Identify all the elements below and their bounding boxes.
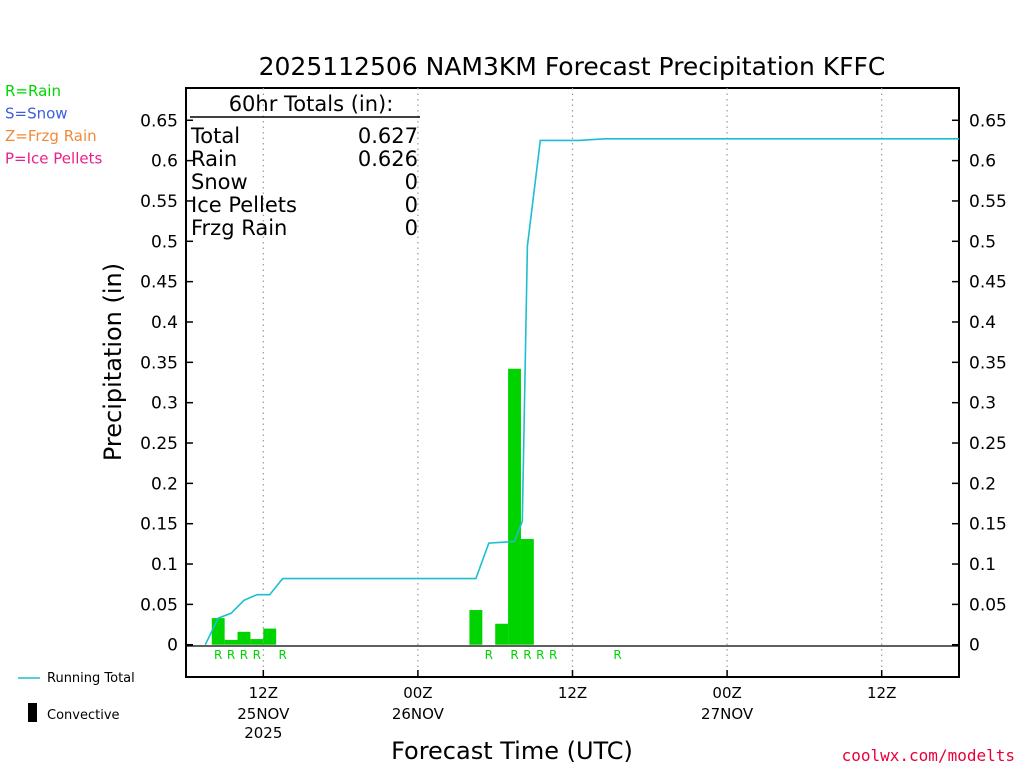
type-legend-item: S=Snow [5, 105, 68, 123]
precip-bar [520, 539, 534, 645]
type-legend-item: P=Ice Pellets [5, 150, 102, 168]
precip-type-label: R [536, 648, 544, 662]
totals-row-value: 0.627 [358, 124, 418, 148]
y-tick-label: 0.4 [151, 313, 178, 333]
precip-type-label: R [214, 648, 222, 662]
bottom-legend: Running Total Convective [18, 671, 135, 723]
precip-bar [263, 628, 277, 645]
y-tick-label: 0.2 [151, 474, 178, 494]
y-tick-label-right: 0.2 [969, 474, 996, 494]
y-tick-label: 0.55 [140, 192, 178, 212]
grid-lines [262, 88, 883, 677]
totals-row-label: Frzg Rain [191, 216, 287, 240]
totals-box: 60hr Totals (in): Total 0.627 Rain 0.626 Sno… [190, 92, 420, 240]
y-tick-label: 0.5 [151, 232, 178, 252]
totals-row-value: 0.626 [358, 147, 418, 171]
y-tick-label: 0.6 [151, 152, 178, 172]
y-tick-label-right: 0.65 [969, 111, 1007, 131]
y-tick-label: 0.25 [140, 434, 178, 454]
x-tick-label: 12Z [249, 684, 278, 702]
precip-bars [211, 368, 534, 645]
y-tick-label-right: 0.6 [969, 152, 996, 172]
x-axis-label: Forecast Time (UTC) [391, 737, 633, 765]
precip-bar [250, 639, 264, 645]
y-tick-label-right: 0.3 [969, 394, 996, 414]
y-tick-label-right: 0.1 [969, 555, 996, 575]
totals-row-label: Ice Pellets [191, 193, 297, 217]
y-tick-label: 0.45 [140, 273, 178, 293]
precip-bar [211, 618, 225, 645]
y-tick-label: 0.05 [140, 595, 178, 615]
y-tick-label-right: 0.35 [969, 353, 1007, 373]
y-tick-label-right: 0.45 [969, 273, 1007, 293]
y-tick-label: 0.65 [140, 111, 178, 131]
y-tick-label-right: 0 [969, 636, 980, 656]
y-tick-label-right: 0.4 [969, 313, 996, 333]
x-tick-date: 25NOV [237, 705, 290, 723]
y-axis-ticks: 0 00.05 0.050.1 0.10.15 0.150.2 0.20.25 0.250.… [140, 111, 1007, 655]
y-tick-label: 0.3 [151, 394, 178, 414]
y-tick-label-right: 0.05 [969, 595, 1007, 615]
x-tick-date: 27NOV [701, 705, 754, 723]
precip-type-label: R [485, 648, 493, 662]
precip-type-label: R [278, 648, 286, 662]
convective-legend-swatch [28, 703, 37, 722]
y-tick-label-right: 0.25 [969, 434, 1007, 454]
x-tick-label: 12Z [558, 684, 587, 702]
totals-row-label: Snow [191, 170, 248, 194]
y-tick-label-right: 0.55 [969, 192, 1007, 212]
precip-type-label: R [253, 648, 261, 662]
precip-type-label: R [523, 648, 531, 662]
x-tick-date: 26NOV [392, 705, 445, 723]
y-tick-label: 0.1 [151, 555, 178, 575]
precip-type-label: R [613, 648, 621, 662]
precip-bar [508, 368, 521, 645]
x-tick-label: 12Z [867, 684, 896, 702]
precip-bar [224, 639, 238, 645]
totals-row-label: Rain [191, 147, 237, 171]
precip-type-label: R [227, 648, 235, 662]
credit-text: coolwx.com/modelts [842, 746, 1015, 765]
y-tick-label: 0.15 [140, 515, 178, 535]
totals-row-value: 0 [405, 193, 418, 217]
type-legend-item: R=Rain [5, 82, 61, 100]
y-tick-label: 0 [167, 636, 178, 656]
precip-bar [237, 631, 251, 645]
x-tick-label: 00Z [712, 684, 741, 702]
precip-bar [469, 610, 483, 645]
running-total-line [204, 138, 959, 646]
precip-type-label: R [549, 648, 557, 662]
chart-title: 2025112506 NAM3KM Forecast Precipitation… [259, 52, 886, 81]
precip-type-label: R [240, 648, 248, 662]
y-axis-label: Precipitation (in) [99, 263, 127, 461]
precip-type-legend: R=Rain S=Snow Z=Frzg Rain P=Ice Pellets [5, 82, 102, 168]
type-legend-item: Z=Frzg Rain [5, 127, 97, 145]
y-tick-label-right: 0.15 [969, 515, 1007, 535]
x-tick-label: 00Z [403, 684, 432, 702]
precip-bar [495, 623, 509, 645]
y-tick-label-right: 0.5 [969, 232, 996, 252]
convective-legend-label: Convective [47, 708, 120, 723]
running-total-legend-label: Running Total [47, 671, 135, 686]
precip-type-label: R [510, 648, 518, 662]
totals-row-value: 0 [405, 216, 418, 240]
x-tick-year: 2025 [244, 724, 282, 742]
y-tick-label: 0.35 [140, 353, 178, 373]
totals-row-label: Total [190, 124, 240, 148]
totals-header: 60hr Totals (in): [229, 92, 394, 116]
totals-row-value: 0 [405, 170, 418, 194]
